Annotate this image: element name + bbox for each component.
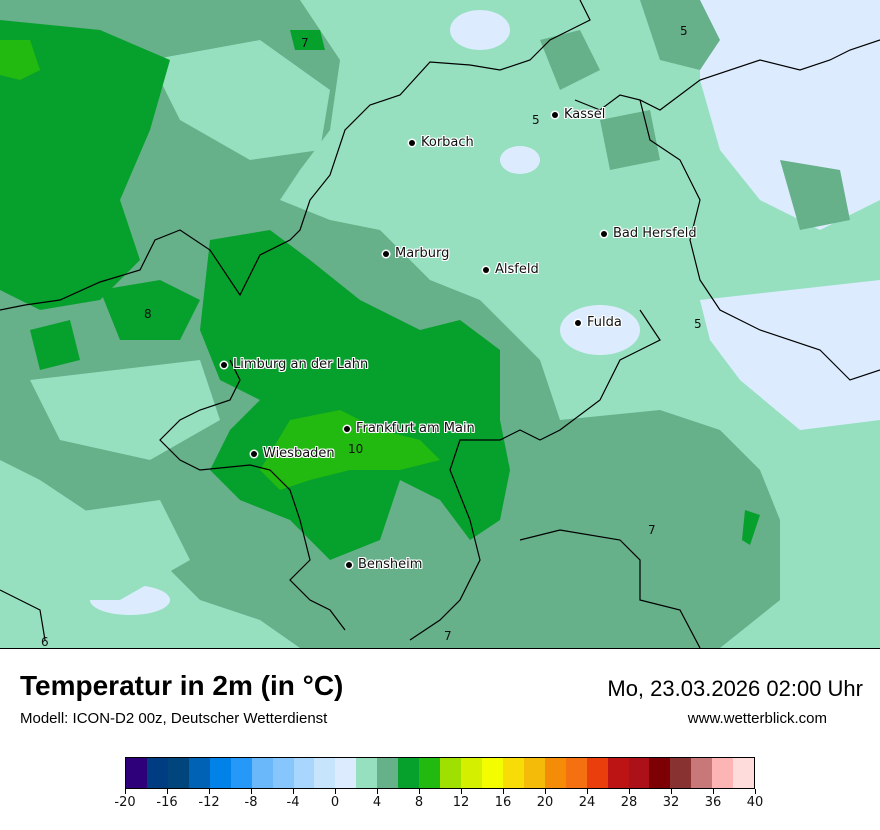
contour-label: 7 (648, 523, 656, 537)
legend-swatch (146, 758, 168, 788)
legend-tick-label: 24 (578, 795, 596, 810)
legend-tick-label: 28 (620, 795, 638, 810)
city-label: Marburg (395, 246, 450, 261)
city-label: Kassel (564, 107, 606, 122)
legend-swatch (481, 758, 503, 788)
legend-swatch (440, 758, 461, 788)
city-marker-fulda: Fulda (575, 315, 622, 330)
contour-label: 8 (144, 307, 152, 321)
model-source: Modell: ICON-D2 00z, Deutscher Wetterdie… (20, 710, 328, 727)
valid-datetime: Mo, 23.03.2026 02:00 Uhr (607, 676, 863, 701)
legend-swatch (314, 758, 336, 788)
city-marker-bensheim: Bensheim (346, 557, 422, 572)
city-dot-icon (575, 319, 581, 326)
legend-swatch (419, 758, 441, 788)
legend-swatch (335, 758, 357, 788)
legend-swatch (209, 758, 231, 788)
legend-swatch (356, 758, 378, 788)
legend-swatch (628, 758, 650, 788)
contour-label: 10 (348, 442, 364, 456)
city-label: Limburg an der Lahn (233, 357, 369, 372)
legend-swatch (126, 758, 147, 788)
city-dot-icon (346, 561, 352, 568)
legend-swatch (293, 758, 315, 788)
legend-tick-label: -16 (156, 795, 178, 810)
website-link[interactable]: www.wetterblick.com (687, 710, 827, 727)
contour-label: 7 (444, 629, 452, 643)
city-marker-bad-hersfeld: Bad Hersfeld (601, 226, 697, 241)
legend-tick-label: 0 (330, 795, 340, 810)
city-dot-icon (221, 361, 227, 368)
legend-swatch (461, 758, 482, 788)
legend-tick-label: 12 (452, 795, 470, 810)
legend-swatch (670, 758, 692, 788)
legend-swatch (733, 758, 755, 788)
legend-swatch (544, 758, 566, 788)
contour-label: 5 (532, 113, 540, 127)
legend-swatch (502, 758, 524, 788)
legend-tick-label: 40 (746, 795, 764, 810)
city-label: Bad Hersfeld (613, 226, 697, 241)
city-label: Frankfurt am Main (356, 421, 475, 436)
legend-swatch (691, 758, 713, 788)
legend-swatch (523, 758, 545, 788)
city-marker-alsfeld: Alsfeld (483, 262, 539, 277)
legend-tick-label: -4 (286, 795, 300, 810)
temperature-map: Kassel Korbach Bad Hersfeld Marburg Alsf… (0, 0, 880, 649)
city-dot-icon (251, 450, 257, 457)
city-marker-kassel: Kassel (552, 107, 605, 122)
chart-title: Temperatur in 2m (in °C) (20, 670, 344, 701)
city-dot-icon (552, 111, 558, 118)
legend-swatch (565, 758, 587, 788)
city-label: Korbach (421, 135, 474, 150)
color-legend-ticks: -20 -16 -12 -8 -4 0 4 8 12 16 20 24 28 32 36 40 (114, 789, 763, 819)
contour-label: 7 (301, 36, 309, 50)
legend-tick-label: -20 (114, 795, 136, 810)
city-dot-icon (483, 266, 489, 273)
legend-swatch (712, 758, 734, 788)
city-dot-icon (601, 230, 607, 237)
legend-tick-label: 16 (494, 795, 512, 810)
legend-swatch (272, 758, 294, 788)
legend-swatch (251, 758, 273, 788)
city-label: Alsfeld (495, 262, 539, 277)
city-marker-wiesbaden: Wiesbaden (251, 446, 335, 461)
contour-label: 5 (680, 24, 688, 38)
city-dot-icon (383, 250, 389, 257)
city-marker-marburg: Marburg (383, 246, 449, 261)
legend-swatch (188, 758, 210, 788)
city-dot-icon (409, 139, 415, 146)
legend-tick-label: 20 (536, 795, 554, 810)
legend-swatch (230, 758, 252, 788)
city-marker-korbach: Korbach (409, 135, 474, 150)
contour-label: 5 (694, 317, 702, 331)
legend-tick-label: -8 (244, 795, 258, 810)
temperature-field (0, 0, 880, 648)
legend-tick-label: 36 (704, 795, 722, 810)
city-label: Wiesbaden (263, 446, 335, 461)
legend-tick-label: 8 (414, 795, 424, 810)
city-marker-frankfurt: Frankfurt am Main (344, 421, 475, 436)
legend-swatch (398, 758, 420, 788)
city-label: Bensheim (358, 557, 423, 572)
city-marker-limburg: Limburg an der Lahn (221, 357, 368, 372)
city-dot-icon (344, 425, 350, 432)
legend-swatch (649, 758, 671, 788)
color-legend (125, 757, 755, 789)
legend-tick-label: -12 (198, 795, 220, 810)
legend-swatch (377, 758, 399, 788)
city-label: Fulda (587, 315, 622, 330)
legend-swatch (607, 758, 629, 788)
contour-label: 6 (41, 635, 49, 649)
legend-tick-label: 4 (372, 795, 382, 810)
legend-swatch (586, 758, 608, 788)
legend-tick-label: 32 (662, 795, 680, 810)
legend-swatch (167, 758, 189, 788)
